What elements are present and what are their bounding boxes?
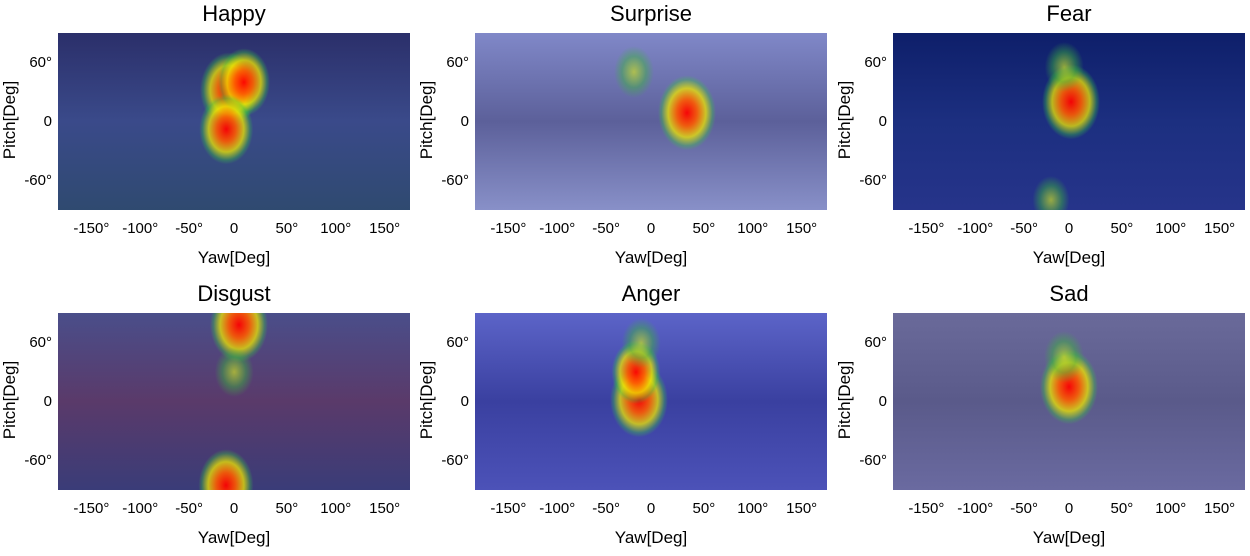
heatmap-hotspot [1032, 176, 1070, 210]
x-tick-label: 100° [1155, 500, 1187, 517]
x-tick-label: -100° [122, 500, 159, 517]
y-tick-label: -60° [859, 171, 887, 189]
x-tick-label: -50° [175, 220, 203, 237]
x-tick-label: -100° [957, 500, 994, 517]
heatmap-image [475, 33, 827, 210]
y-tick-label: 60° [864, 53, 887, 71]
y-tick-label: 0 [460, 392, 469, 410]
heatmap-image [58, 313, 410, 490]
y-tick-label: 60° [446, 333, 469, 351]
panel-anger: Anger -150° -100° -50° 0 50° 100° 150° 60° 0 -60° Y… [417, 280, 837, 556]
x-tick-label: 100° [320, 220, 352, 237]
x-tick-label: 150° [369, 220, 401, 237]
x-tick-label: -100° [957, 220, 994, 237]
x-tick-label: 100° [737, 500, 769, 517]
x-tick-label: -150° [73, 220, 110, 237]
heatmap-hotspot [1044, 331, 1085, 384]
x-tick-label: -50° [592, 500, 620, 517]
heatmap-image [58, 33, 410, 210]
heatmap-hotspot [214, 346, 254, 398]
y-tick-label: 0 [43, 112, 52, 130]
x-tick-label: 50° [692, 500, 716, 517]
x-tick-label: -50° [1010, 500, 1038, 517]
y-tick-label: -60° [441, 451, 469, 469]
heatmap-hotspot [198, 449, 254, 490]
y-tick-label: 0 [43, 392, 52, 410]
panel-sad: Sad -150° -100° -50° 0 50° 100° 150° 60° 0 -60° Yaw… [835, 280, 1250, 556]
panel-title: Happy [202, 1, 266, 26]
x-tick-label: 50° [275, 500, 299, 517]
x-tick-label: 100° [1155, 220, 1187, 237]
heatmap-hotspot [1044, 42, 1084, 93]
x-tick-label: 150° [369, 500, 401, 517]
x-tick-label: 0 [1064, 500, 1074, 517]
x-tick-label: 150° [786, 220, 818, 237]
heatmap-hotspot [614, 46, 655, 99]
panel-title: Anger [621, 281, 681, 306]
y-tick-label: -60° [441, 171, 469, 189]
x-tick-label: 100° [320, 500, 352, 517]
x-tick-label: -150° [490, 500, 527, 517]
y-tick-label: 60° [29, 53, 52, 71]
heatmap-hotspot [658, 74, 717, 151]
y-axis-label: Pitch[Deg] [417, 360, 436, 440]
x-tick-label: 100° [737, 220, 769, 237]
y-tick-label: 60° [29, 333, 52, 351]
panel-title: Surprise [610, 1, 692, 26]
y-tick-label: 60° [446, 53, 469, 71]
panel-title: Sad [1049, 281, 1089, 306]
x-tick-label: 0 [1064, 220, 1074, 237]
y-tick-label: -60° [24, 451, 52, 469]
x-tick-label: 150° [1204, 220, 1236, 237]
x-tick-label: -100° [122, 220, 159, 237]
x-tick-label: -150° [908, 500, 945, 517]
x-tick-label: -150° [908, 220, 945, 237]
y-axis-label: Pitch[Deg] [835, 360, 854, 440]
heatmap-image [475, 313, 827, 490]
heatmap-image [893, 313, 1245, 490]
panel-surprise: Surprise -150° -100° -50° 0 50° 100° 150° 60° 0 -6… [417, 0, 837, 276]
x-tick-label: 150° [1204, 500, 1236, 517]
x-tick-label: -150° [490, 220, 527, 237]
x-axis-label: Yaw[Deg] [1032, 248, 1106, 267]
y-axis-label: Pitch[Deg] [417, 80, 436, 160]
x-axis-label: Yaw[Deg] [197, 528, 271, 547]
heatmap-image [893, 33, 1245, 210]
x-tick-label: 50° [1110, 500, 1134, 517]
y-tick-label: -60° [859, 451, 887, 469]
x-tick-label: 50° [1110, 220, 1134, 237]
x-tick-label: 0 [646, 500, 656, 517]
x-axis-label: Yaw[Deg] [614, 248, 688, 267]
panel-fear: Fear -150° -100° -50° 0 50° 100° 150° 60° 0 -60° Ya… [835, 0, 1250, 276]
x-tick-label: -50° [592, 220, 620, 237]
x-tick-label: 0 [229, 220, 239, 237]
panel-disgust: Disgust -150° -100° -50° 0 50° 100° 150° 60° 0 -60… [0, 280, 420, 556]
x-tick-label: 0 [229, 500, 239, 517]
x-axis-label: Yaw[Deg] [614, 528, 688, 547]
x-axis-label: Yaw[Deg] [1032, 528, 1106, 547]
heatmap-hotspot [621, 317, 661, 368]
y-axis-label: Pitch[Deg] [0, 360, 19, 440]
x-tick-label: 150° [786, 500, 818, 517]
x-tick-label: -150° [73, 500, 110, 517]
y-tick-label: 0 [878, 112, 887, 130]
x-tick-label: -50° [1010, 220, 1038, 237]
x-axis-label: Yaw[Deg] [197, 248, 271, 267]
x-tick-label: 50° [692, 220, 716, 237]
x-tick-label: 0 [646, 220, 656, 237]
y-tick-label: 0 [878, 392, 887, 410]
y-tick-label: 60° [864, 333, 887, 351]
panel-title: Disgust [197, 281, 271, 306]
panel-title: Fear [1046, 1, 1092, 26]
panel-happy: Happy -150° -100° -50° 0 50° 100° 150° 60° 0 -60° Y… [0, 0, 420, 276]
y-axis-label: Pitch[Deg] [0, 80, 19, 160]
x-tick-label: -100° [539, 500, 576, 517]
x-tick-label: -50° [175, 500, 203, 517]
y-axis-label: Pitch[Deg] [835, 80, 854, 160]
x-tick-label: 50° [275, 220, 299, 237]
y-tick-label: -60° [24, 171, 52, 189]
x-tick-label: -100° [539, 220, 576, 237]
heatmap-hotspot [199, 94, 253, 165]
y-tick-label: 0 [460, 112, 469, 130]
